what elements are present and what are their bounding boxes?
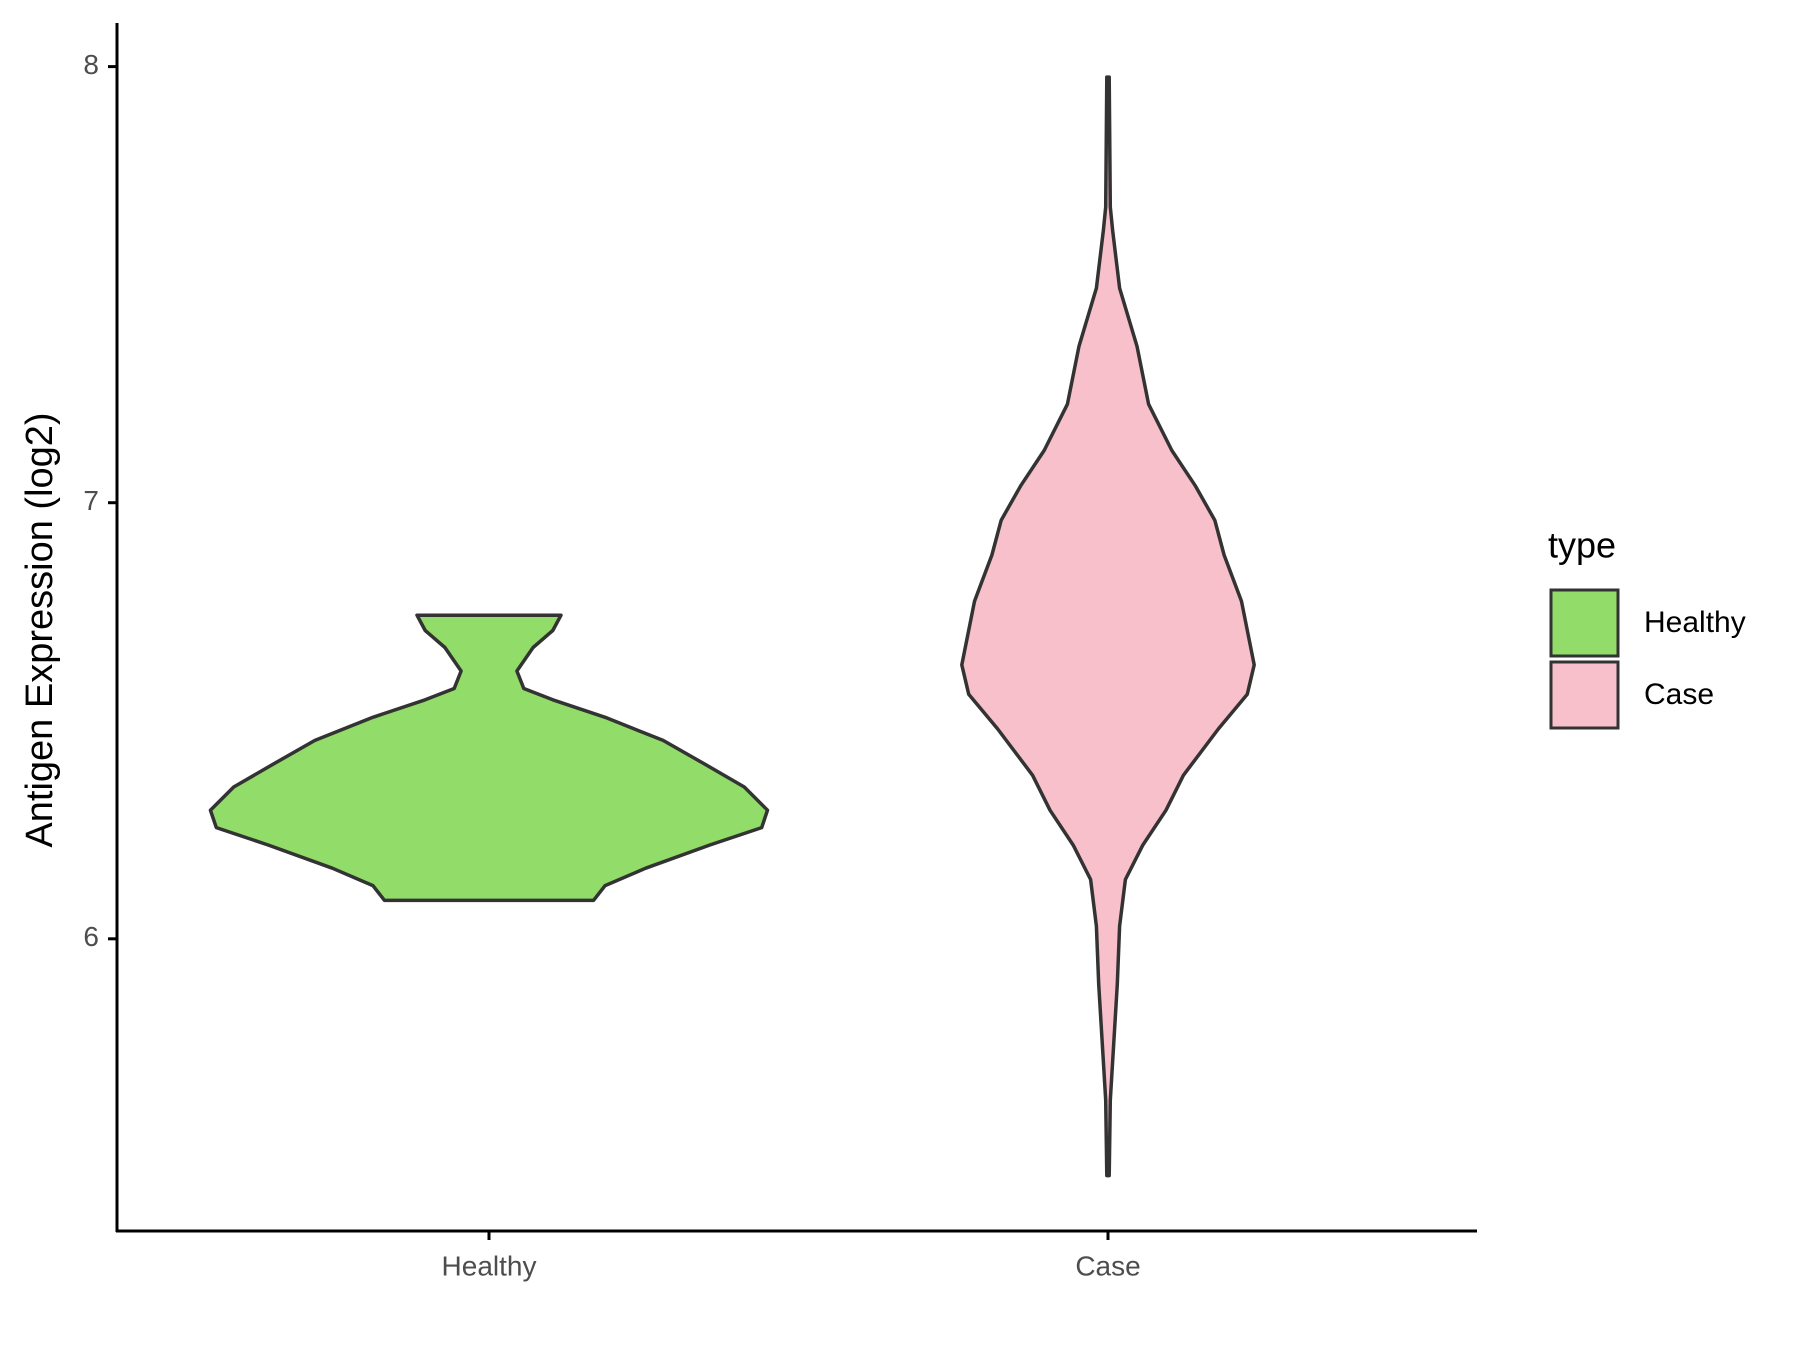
legend-key xyxy=(1549,660,1620,730)
y-tick-label: 8 xyxy=(83,49,99,80)
legend-label: Case xyxy=(1644,678,1714,711)
y-tick-label: 6 xyxy=(83,921,99,952)
y-tick-label: 7 xyxy=(83,485,99,516)
x-tick-label: Case xyxy=(1075,1250,1140,1281)
violin xyxy=(208,613,770,903)
legend-label: Healthy xyxy=(1644,606,1746,639)
violin xyxy=(960,75,1256,1178)
legend-key xyxy=(1549,588,1620,658)
legend-title: type xyxy=(1548,525,1616,566)
y-axis-label: Antigen Expression (log2) xyxy=(19,412,61,847)
x-tick-label: Healthy xyxy=(442,1250,537,1281)
